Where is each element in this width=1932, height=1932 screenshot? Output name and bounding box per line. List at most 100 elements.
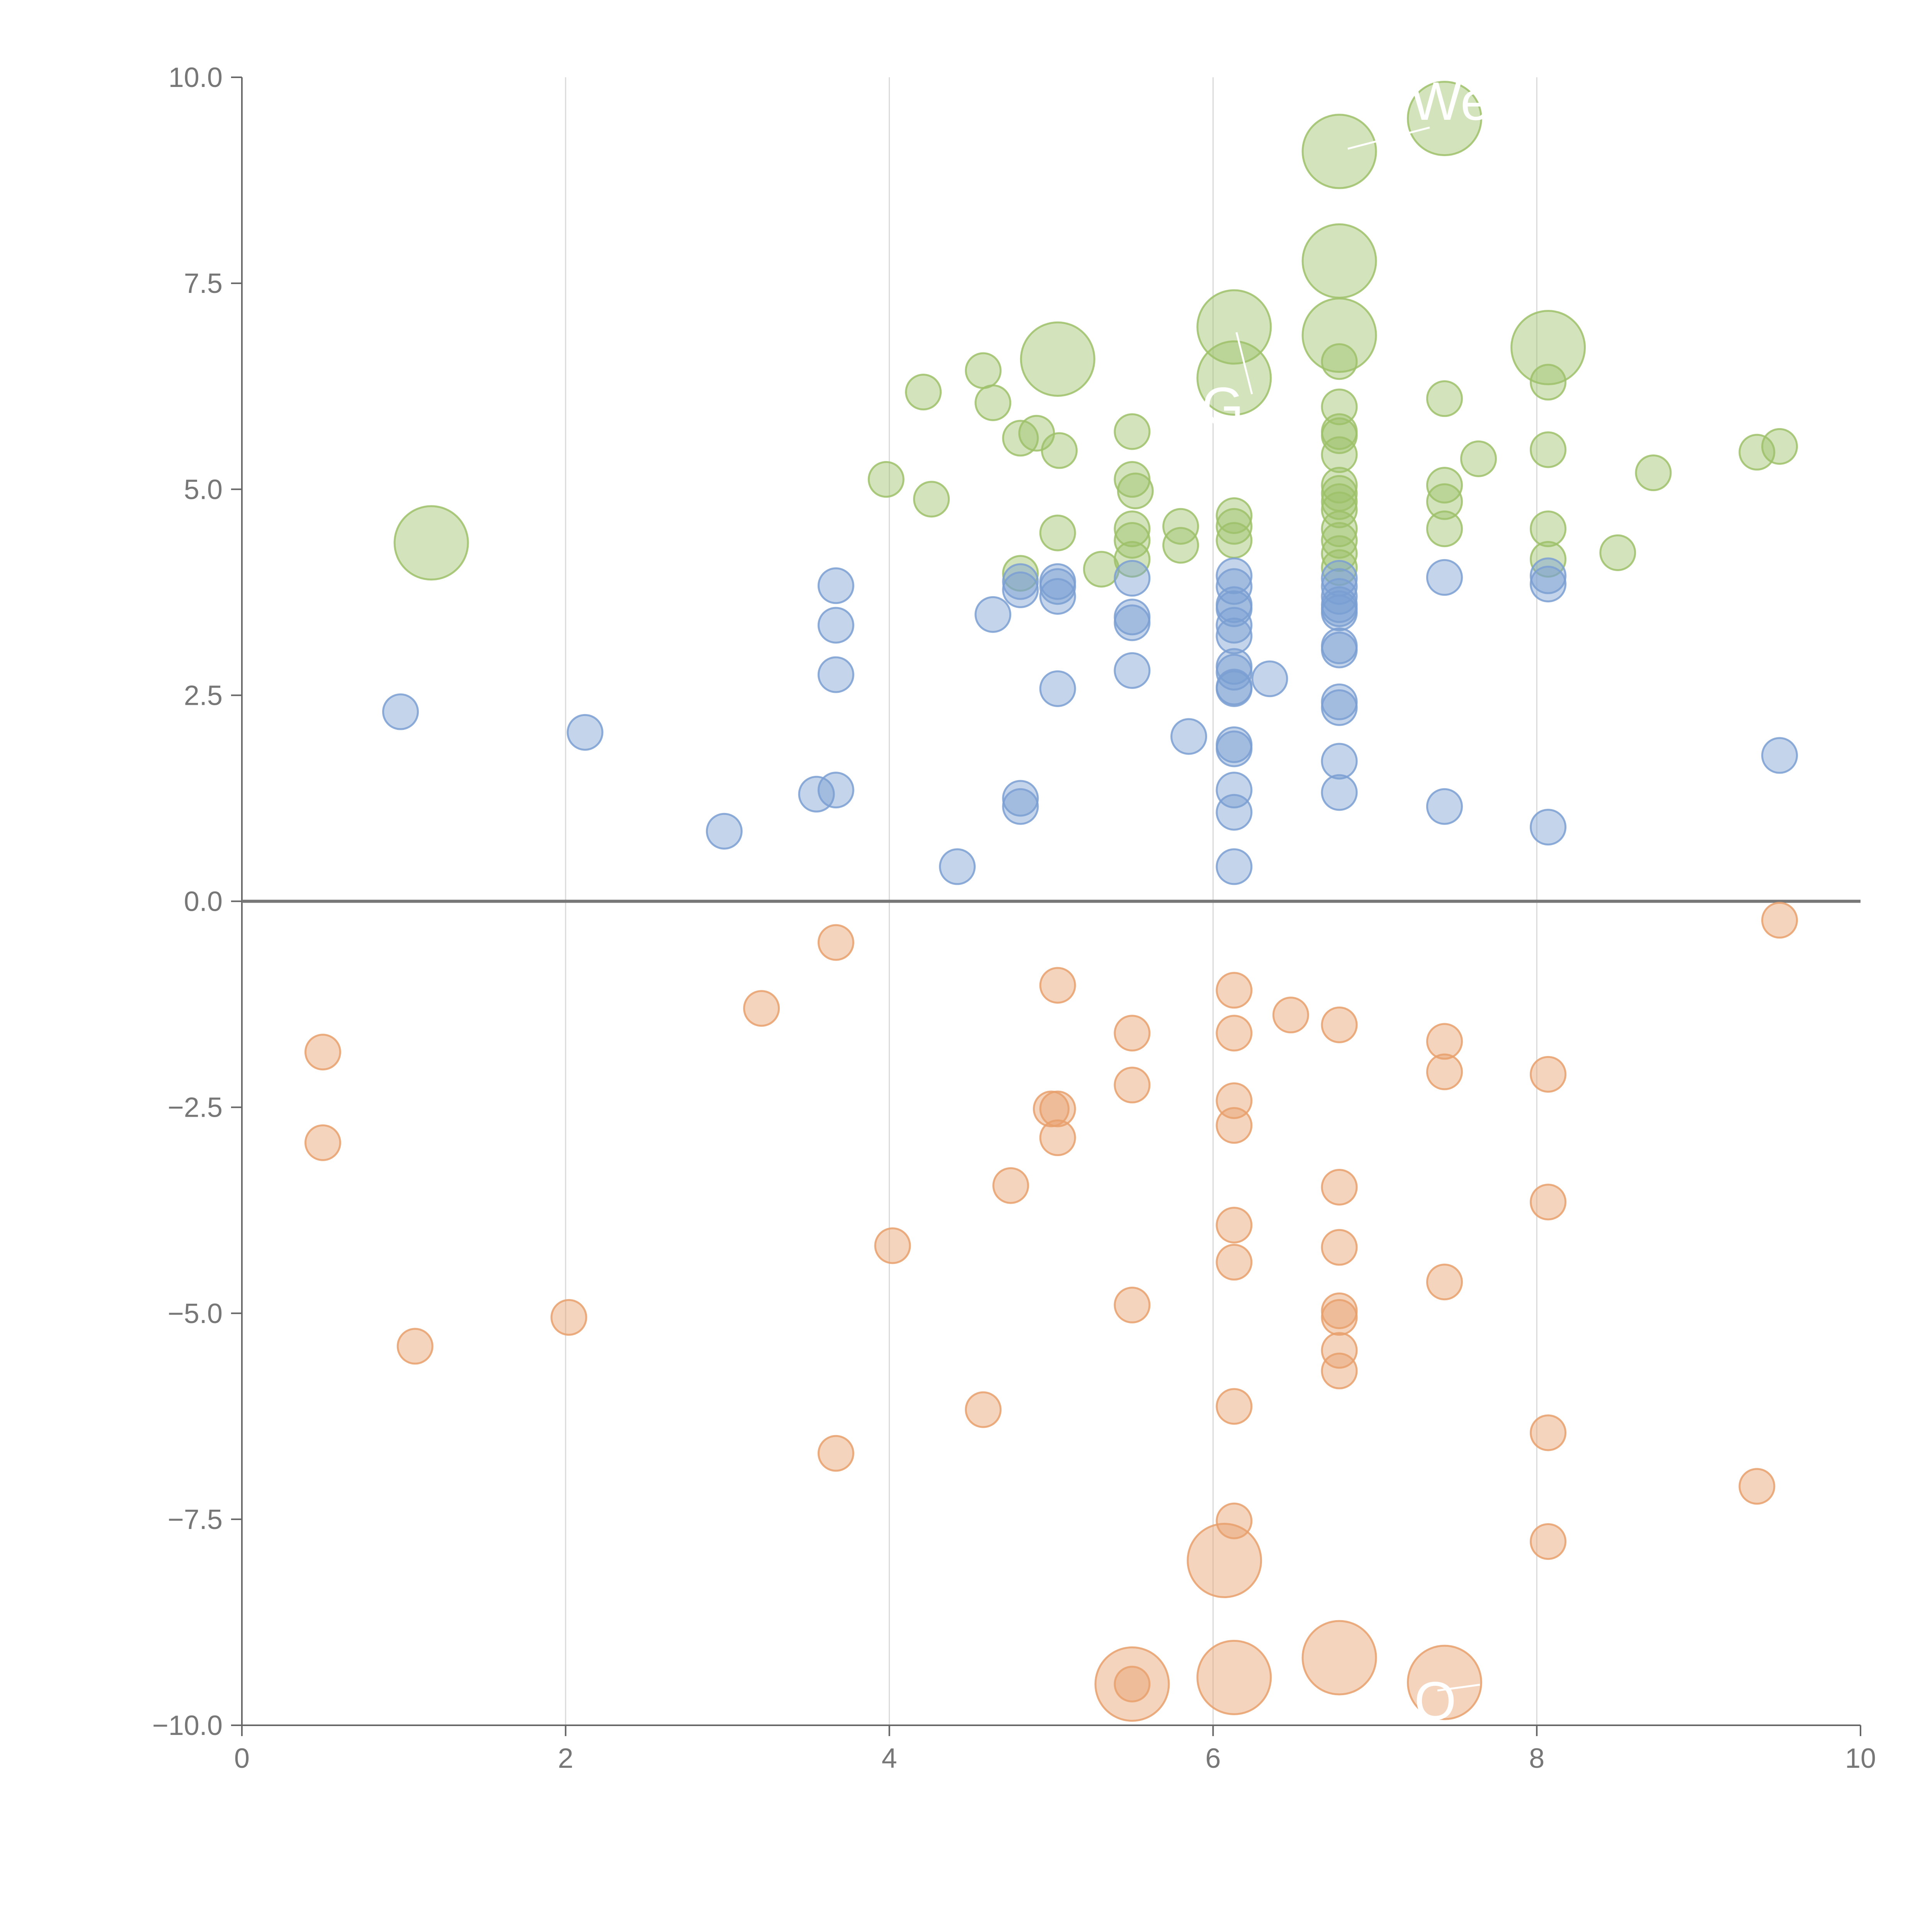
data-point-series-3 — [1321, 1229, 1358, 1266]
data-point-series-1 — [1510, 310, 1586, 385]
data-point-series-2 — [1321, 631, 1358, 668]
data-point-series-3 — [1216, 972, 1253, 1009]
data-point-series-3 — [1426, 1264, 1463, 1301]
data-point-series-3 — [1114, 1665, 1151, 1702]
data-point-series-2 — [1114, 560, 1151, 597]
data-point-series-2 — [1216, 617, 1253, 655]
data-point-series-1 — [965, 352, 1002, 389]
data-point-series-2 — [1114, 604, 1151, 641]
data-point-series-3 — [1301, 1620, 1377, 1696]
data-point-series-3 — [1426, 1053, 1463, 1090]
data-point-series-3 — [743, 990, 780, 1027]
data-point-series-1 — [1406, 81, 1482, 156]
data-point-series-3 — [1761, 902, 1798, 939]
data-point-series-3 — [1114, 1015, 1151, 1052]
data-point-series-2 — [1321, 594, 1358, 631]
data-point-series-2 — [1002, 788, 1039, 825]
x-tick-label: 0 — [234, 1743, 250, 1774]
data-point-series-1 — [1635, 454, 1672, 492]
data-point-series-1 — [1114, 522, 1151, 559]
data-point-series-2 — [706, 813, 743, 850]
y-tick-label: 10.0 — [168, 62, 223, 93]
leader-line — [1437, 1684, 1480, 1692]
data-point-series-3 — [1216, 1502, 1253, 1539]
data-point-series-2 — [1216, 557, 1253, 594]
data-point-series-2 — [939, 848, 976, 885]
data-point-series-3 — [1196, 1639, 1272, 1715]
data-point-series-3 — [817, 924, 854, 961]
data-point-series-2 — [1321, 689, 1358, 726]
x-tick-label: 2 — [558, 1743, 573, 1774]
data-point-series-3 — [1216, 1244, 1253, 1281]
data-point-series-3 — [1216, 1107, 1253, 1144]
data-point-series-1 — [1426, 510, 1463, 548]
data-point-series-3 — [817, 1435, 854, 1472]
data-point-series-1 — [1083, 551, 1120, 588]
data-point-series-1 — [1426, 483, 1463, 520]
data-point-series-1 — [905, 374, 942, 411]
data-point-series-3 — [1039, 1119, 1076, 1156]
data-point-series-3 — [304, 1124, 341, 1161]
data-point-series-3 — [874, 1227, 911, 1264]
data-point-series-3 — [1406, 1645, 1482, 1720]
data-point-series-2 — [382, 693, 419, 730]
data-point-series-3 — [1114, 1286, 1151, 1323]
data-point-series-2 — [1216, 794, 1253, 831]
leader-line — [1235, 332, 1253, 395]
y-tick-label: −7.5 — [168, 1504, 223, 1535]
data-point-series-1 — [1114, 510, 1151, 548]
data-point-series-2 — [1216, 670, 1253, 707]
data-point-series-3 — [992, 1167, 1029, 1204]
data-point-series-1 — [1216, 508, 1253, 545]
data-point-series-3 — [965, 1391, 1002, 1428]
data-point-series-2 — [1216, 772, 1253, 809]
y-tick-label: 2.5 — [184, 680, 223, 711]
data-point-series-2 — [1426, 788, 1463, 825]
data-point-series-2 — [975, 596, 1012, 633]
data-point-series-1 — [1321, 549, 1358, 586]
y-tick-label: 7.5 — [184, 268, 223, 299]
data-point-series-3 — [1033, 1090, 1070, 1128]
data-point-series-1 — [1196, 340, 1272, 416]
data-point-series-1 — [1738, 434, 1776, 471]
x-tick-label: 8 — [1529, 1743, 1544, 1774]
data-point-series-3 — [1426, 1023, 1463, 1060]
data-point-series-3 — [1738, 1468, 1776, 1505]
data-point-series-1 — [913, 481, 950, 518]
data-point-series-1 — [1114, 541, 1151, 578]
annotation-g: G — [1202, 376, 1244, 437]
data-point-series-2 — [817, 607, 854, 644]
data-point-series-1 — [1321, 492, 1358, 529]
data-point-series-3 — [1530, 1056, 1567, 1093]
x-tick-label: 6 — [1205, 1743, 1221, 1774]
x-tick-label: 10 — [1845, 1743, 1876, 1774]
data-point-series-3 — [1321, 1006, 1358, 1043]
annotation-layer: We G O — [1202, 71, 1490, 1731]
data-point-series-1 — [1301, 114, 1377, 189]
data-point-series-2 — [817, 772, 854, 809]
annotation-we: We — [1410, 71, 1490, 131]
data-point-series-2 — [817, 567, 854, 604]
data-point-series-3 — [550, 1299, 587, 1336]
leader-line — [1347, 126, 1430, 150]
data-point-series-3 — [396, 1328, 434, 1365]
data-point-series-3 — [1216, 1015, 1253, 1052]
data-point-series-1 — [867, 461, 905, 498]
data-point-series-1 — [1041, 432, 1078, 469]
data-point-series-1 — [1301, 297, 1377, 373]
data-point-series-1 — [1321, 343, 1358, 380]
data-point-series-3 — [304, 1034, 341, 1071]
data-point-series-1 — [1321, 417, 1358, 454]
x-tick-label: 4 — [882, 1743, 897, 1774]
data-point-series-1 — [1599, 534, 1636, 571]
data-point-series-1 — [1039, 514, 1076, 551]
data-point-series-3 — [1216, 1388, 1253, 1425]
data-point-series-3 — [1530, 1184, 1567, 1221]
data-point-series-3 — [1321, 1352, 1358, 1389]
axis-layer: 0 2 4 6 8 10 10.0 7.5 5.0 2.5 0.0 −2.5 −5.0 −7.5 −10.0 — [152, 62, 1876, 1774]
points-layer — [304, 81, 1798, 1722]
data-point-series-3 — [1114, 1066, 1151, 1104]
data-point-series-1 — [975, 384, 1012, 421]
data-point-series-2 — [1321, 774, 1358, 811]
